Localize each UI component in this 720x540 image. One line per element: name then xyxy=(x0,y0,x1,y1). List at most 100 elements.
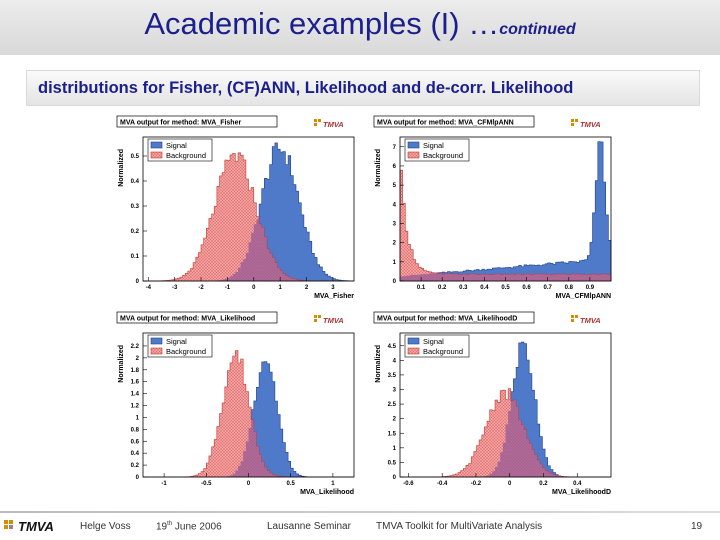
footer-logo-text: TMVA xyxy=(18,519,54,534)
overlap-histogram xyxy=(400,399,611,477)
y-tick-label: 4.5 xyxy=(388,344,397,350)
y-tick-label: 0.2 xyxy=(131,463,140,469)
overlap-histogram xyxy=(143,219,354,281)
footer-project: TMVA Toolkit for MultiVariate Analysis xyxy=(376,521,543,532)
title-suffix: continued xyxy=(499,21,576,38)
chart-fisher: MVA output for method: MVA_Fisher TMVA -4 -… xyxy=(116,115,360,303)
y-axis-label: Normalized xyxy=(375,149,382,187)
tmva-logo-icon: TMVA xyxy=(4,519,54,534)
legend-signal-swatch xyxy=(407,337,420,345)
y-tick-label: 0 xyxy=(393,279,397,285)
x-tick-label: 0.5 xyxy=(287,481,296,487)
footer-date: 19th June 2006 xyxy=(156,521,222,532)
legend-signal-label: Signal xyxy=(423,337,444,346)
x-tick-label: 1 xyxy=(331,481,335,487)
overlap-histogram xyxy=(143,419,354,477)
plot-logo-text: TMVA xyxy=(580,316,601,325)
legend-background-swatch xyxy=(407,151,420,159)
y-tick-label: 3 xyxy=(393,221,397,227)
footer-rule xyxy=(0,511,720,513)
y-tick-label: 0.3 xyxy=(131,204,140,210)
plot-logo-text: TMVA xyxy=(323,316,344,325)
y-tick-label: 4 xyxy=(393,202,397,208)
x-tick-label: 2 xyxy=(305,285,309,291)
x-tick-label: 0.8 xyxy=(565,285,574,291)
plot-cfmlpann: MVA output for method: MVA_CFMlpANN TMVA 0… xyxy=(373,115,617,303)
footer-event: Lausanne Seminar xyxy=(267,521,351,532)
y-axis-label: Normalized xyxy=(118,149,125,187)
x-tick-label: -3 xyxy=(172,285,178,291)
legend-box xyxy=(147,138,213,162)
x-axis-label: MVA_CFMlpANN xyxy=(556,293,611,300)
y-tick-label: 2 xyxy=(136,356,140,362)
y-tick-label: 0.1 xyxy=(131,254,140,260)
y-tick-label: 0.4 xyxy=(131,179,140,185)
x-tick-label: 0 xyxy=(508,481,512,487)
x-tick-label: 0.3 xyxy=(459,285,468,291)
y-tick-label: 0.4 xyxy=(131,451,140,457)
x-tick-label: 0 xyxy=(252,285,256,291)
x-tick-label: -4 xyxy=(146,285,152,291)
x-tick-label: 0.1 xyxy=(417,285,426,291)
x-tick-label: 0.9 xyxy=(586,285,595,291)
footer-logo: TMVA xyxy=(4,517,68,535)
legend-background-label: Background xyxy=(166,151,206,160)
y-tick-label: 0.5 xyxy=(388,460,397,466)
tmva-logo-icon xyxy=(571,119,578,126)
y-tick-label: 4 xyxy=(393,358,397,364)
legend-box xyxy=(404,334,470,358)
x-tick-label: -0.2 xyxy=(471,481,482,487)
legend-background-label: Background xyxy=(423,151,463,160)
footer-date-sup: th xyxy=(167,521,173,527)
y-tick-label: 0.2 xyxy=(131,229,140,235)
y-tick-label: 1 xyxy=(393,446,397,452)
x-tick-label: -0.4 xyxy=(437,481,448,487)
title-main: Academic examples (I) … xyxy=(144,6,500,41)
x-tick-label: -1 xyxy=(225,285,231,291)
legend-background-label: Background xyxy=(423,347,463,356)
y-tick-label: 1.6 xyxy=(131,380,140,386)
y-tick-label: 0.6 xyxy=(131,439,140,445)
tmva-logo-icon xyxy=(571,315,578,322)
y-tick-label: 5 xyxy=(393,183,397,189)
x-axis-label: MVA_Likelihood xyxy=(300,489,354,496)
plot-title: MVA output for method: MVA_CFMlpANN xyxy=(377,120,514,127)
y-tick-label: 1.5 xyxy=(388,431,397,437)
x-tick-label: 3 xyxy=(331,285,335,291)
x-tick-label: 0.6 xyxy=(522,285,531,291)
legend-signal-label: Signal xyxy=(166,337,187,346)
plot-title-box xyxy=(116,311,278,324)
footer-author: Helge Voss xyxy=(80,521,131,532)
plot-frame xyxy=(142,136,355,282)
plot-title-box xyxy=(116,115,278,128)
y-tick-label: 0 xyxy=(393,475,397,481)
legend-background-label: Background xyxy=(166,347,206,356)
subtitle-band xyxy=(26,70,700,106)
legend-box xyxy=(147,334,213,358)
x-tick-label: 0.7 xyxy=(544,285,553,291)
legend-background-swatch xyxy=(150,347,163,355)
chart-likelihoodd: MVA output for method: MVA_LikelihoodD TM… xyxy=(373,311,617,499)
x-tick-label: -2 xyxy=(198,285,204,291)
x-axis-label: MVA_Fisher xyxy=(314,293,354,300)
footer-date-day: 19 xyxy=(156,521,168,533)
y-tick-label: 1 xyxy=(393,260,397,266)
title-band xyxy=(0,0,720,55)
plot-title-box xyxy=(373,115,535,128)
plot-logo-text: TMVA xyxy=(580,120,601,129)
x-tick-label: 0 xyxy=(247,481,251,487)
plot-title: MVA output for method: MVA_LikelihoodD xyxy=(377,316,517,323)
y-axis-label: Normalized xyxy=(118,345,125,383)
chart-cfmlpann: MVA output for method: MVA_CFMlpANN TMVA 0… xyxy=(373,115,617,303)
y-tick-label: 3 xyxy=(393,388,397,394)
y-tick-label: 1 xyxy=(136,415,140,421)
y-tick-label: 0 xyxy=(136,279,140,285)
x-tick-label: -0.6 xyxy=(403,481,414,487)
x-tick-label: 0.2 xyxy=(438,285,447,291)
plot-logo-text: TMVA xyxy=(323,120,344,129)
legend-signal-swatch xyxy=(150,141,163,149)
tmva-logo-icon xyxy=(314,119,321,126)
tmva-logo-icon xyxy=(314,315,321,322)
plot-title-box xyxy=(373,311,535,324)
plot-likelihoodd: MVA output for method: MVA_LikelihoodD TM… xyxy=(373,311,617,499)
